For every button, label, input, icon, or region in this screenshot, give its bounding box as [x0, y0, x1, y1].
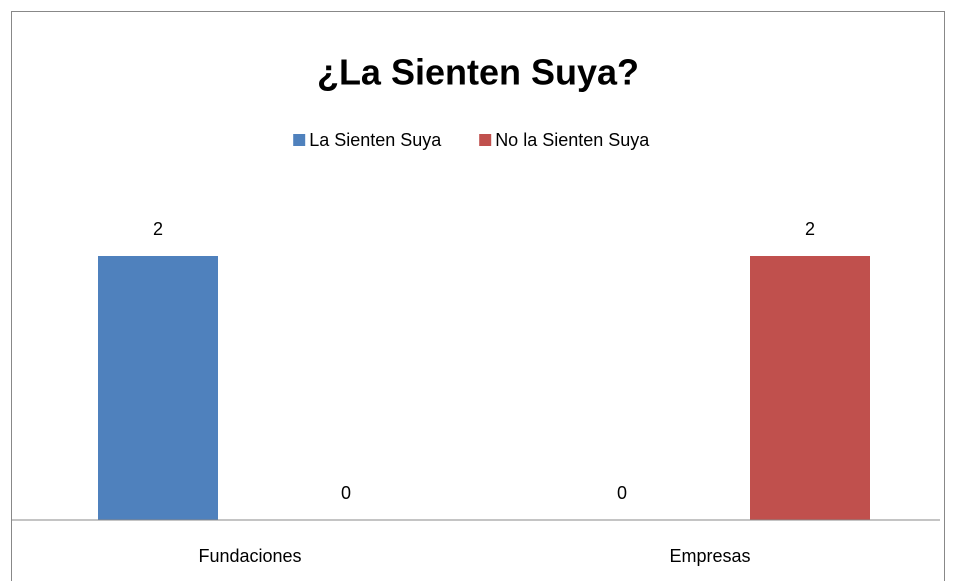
legend-label: No la Sienten Suya	[495, 130, 650, 150]
data-label: 2	[153, 219, 163, 239]
legend-swatch	[293, 134, 306, 146]
x-tick-label: Fundaciones	[198, 546, 301, 566]
legend-label: La Sienten Suya	[309, 130, 442, 150]
x-tick-label: Empresas	[669, 546, 750, 566]
data-label: 2	[805, 219, 815, 239]
data-label: 0	[617, 483, 627, 503]
bar	[98, 256, 218, 520]
legend-swatch	[479, 134, 492, 146]
data-label: 0	[341, 483, 351, 503]
bar	[750, 256, 870, 520]
chart-title: ¿La Sienten Suya?	[317, 52, 639, 93]
